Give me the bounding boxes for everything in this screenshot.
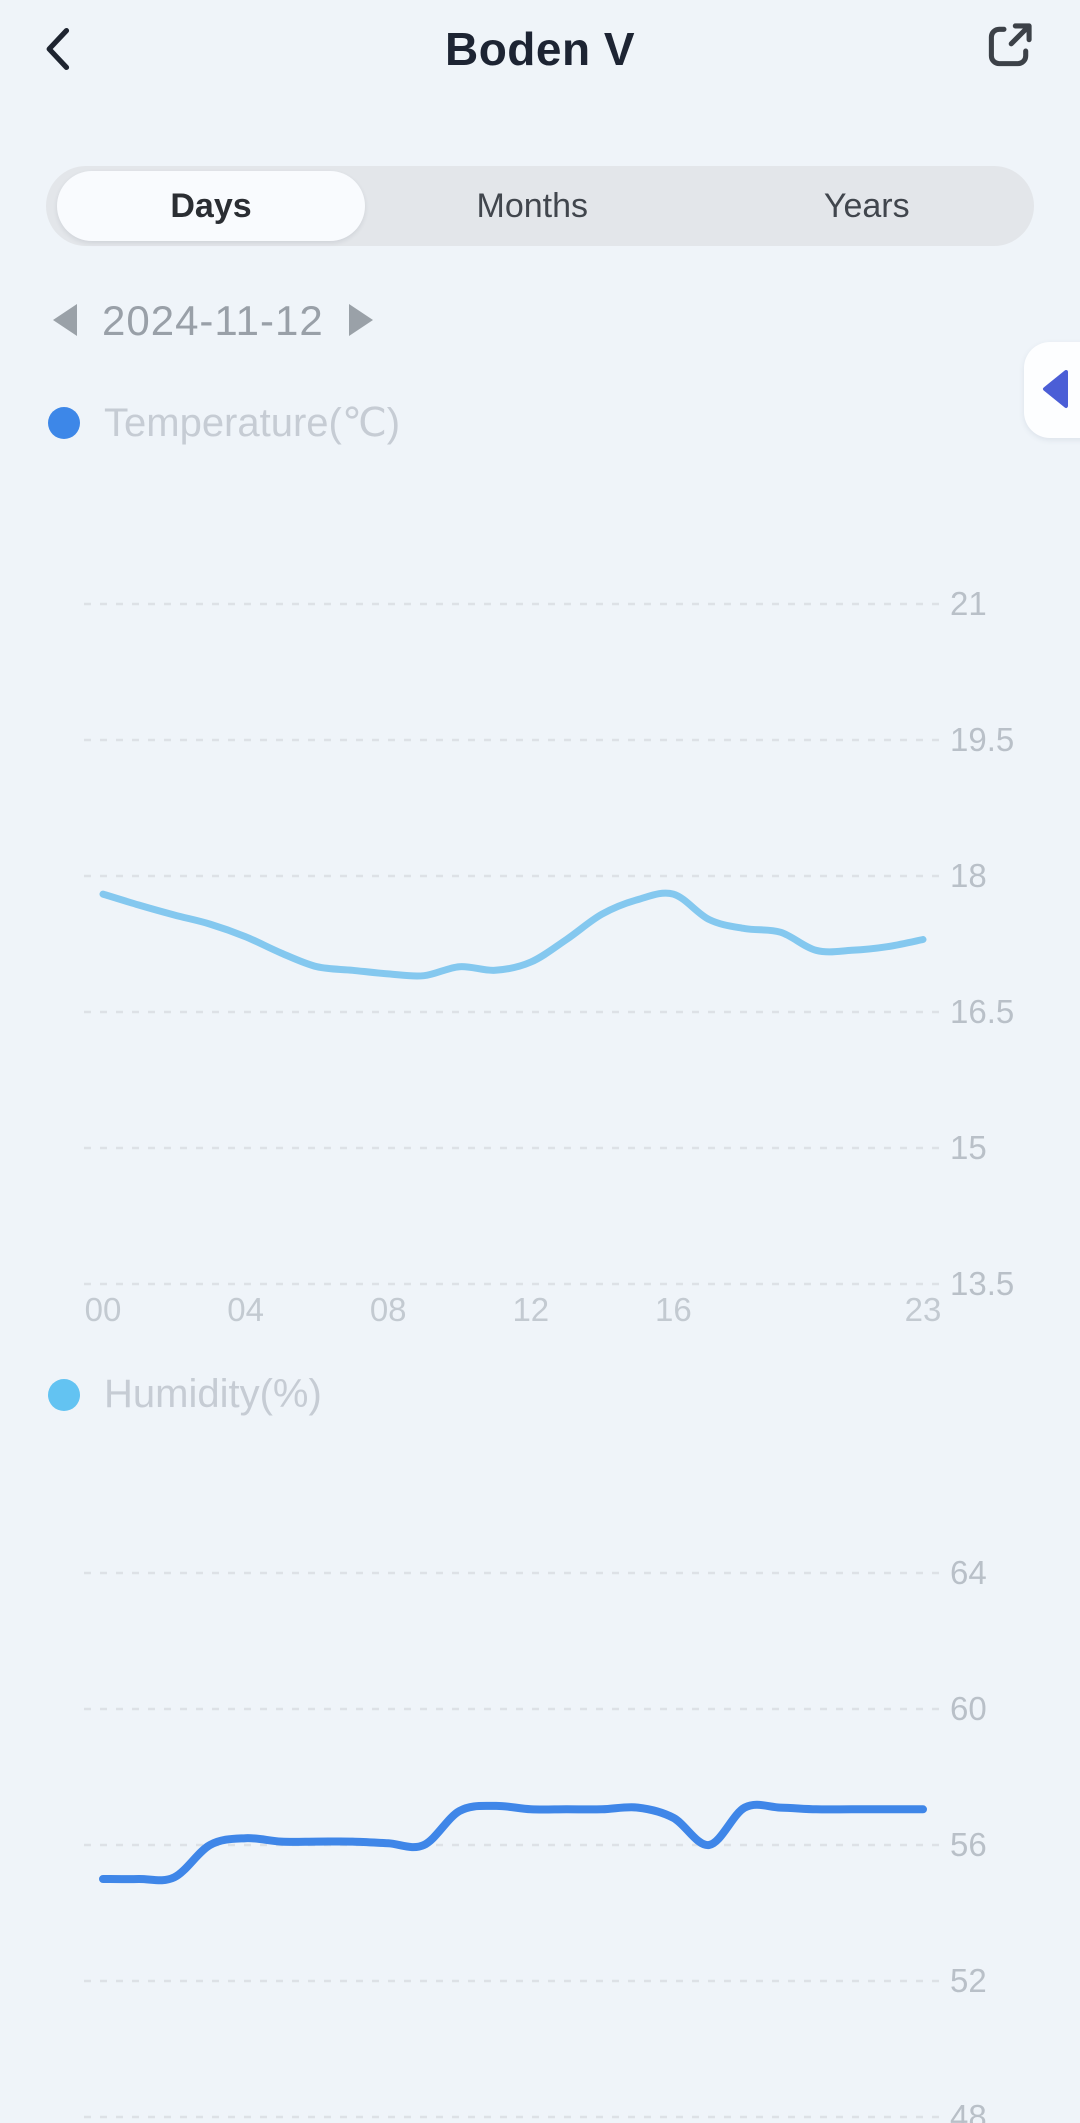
- header: Boden V: [0, 0, 1080, 110]
- x-tick-label: 23: [905, 1291, 942, 1328]
- x-tick-label: 04: [227, 1291, 264, 1328]
- y-tick-label: 48: [950, 2098, 987, 2123]
- period-tab-bar: Days Months Years: [46, 166, 1034, 246]
- triangle-left-collapse-icon: [1042, 369, 1068, 412]
- external-link-icon: [981, 16, 1039, 77]
- chevron-left-icon: [34, 23, 86, 78]
- temperature-legend-label: Temperature(℃): [104, 401, 401, 445]
- x-axis-labels: 00 04 08 12 16 23: [85, 1291, 942, 1328]
- humidity-legend: Humidity(%): [48, 1372, 322, 1417]
- humidity-chart[interactable]: 64 60 56 52 48: [0, 1500, 1080, 2123]
- y-tick-label: 16.5: [950, 993, 1014, 1030]
- x-tick-label: 16: [655, 1291, 692, 1328]
- y-axis-labels: 21 19.5 18 16.5 15 13.5: [950, 585, 1014, 1302]
- y-tick-label: 64: [950, 1554, 987, 1591]
- y-tick-label: 56: [950, 1826, 987, 1863]
- triangle-right-icon: [346, 302, 376, 341]
- tab-days[interactable]: Days: [57, 171, 365, 241]
- x-tick-label: 12: [512, 1291, 549, 1328]
- next-date-button[interactable]: [344, 301, 378, 341]
- y-axis-labels: 64 60 56 52 48: [950, 1554, 987, 2123]
- current-date-label: 2024-11-12: [102, 297, 324, 344]
- temperature-legend-dot-icon: [48, 407, 80, 439]
- humidity-legend-label: Humidity(%): [104, 1372, 322, 1416]
- x-tick-label: 08: [370, 1291, 407, 1328]
- tab-months[interactable]: Months: [365, 166, 700, 246]
- series-line: [99, 1800, 927, 1885]
- y-tick-label: 13.5: [950, 1265, 1014, 1302]
- temperature-legend: Temperature(℃): [48, 400, 400, 446]
- export-button[interactable]: [970, 6, 1050, 86]
- tab-years[interactable]: Years: [700, 166, 1035, 246]
- page-title: Boden V: [444, 23, 636, 75]
- gridlines: [84, 602, 941, 1286]
- y-tick-label: 15: [950, 1129, 987, 1166]
- y-tick-label: 21: [950, 585, 987, 622]
- y-tick-label: 60: [950, 1690, 987, 1727]
- y-tick-label: 19.5: [950, 721, 1014, 758]
- date-navigator: 2024-11-12: [48, 296, 378, 346]
- previous-date-button[interactable]: [48, 301, 82, 341]
- series-line: [99, 889, 927, 980]
- humidity-legend-dot-icon: [48, 1378, 80, 1411]
- collapse-panel-tab[interactable]: [1024, 342, 1080, 438]
- triangle-left-icon: [50, 302, 80, 341]
- y-tick-label: 18: [950, 857, 987, 894]
- x-tick-label: 00: [85, 1291, 122, 1328]
- back-button[interactable]: [22, 8, 98, 92]
- y-tick-label: 52: [950, 1962, 987, 1999]
- temperature-chart[interactable]: 21 19.5 18 16.5 15 13.5 00 04 08 12 16 23: [0, 560, 1080, 1360]
